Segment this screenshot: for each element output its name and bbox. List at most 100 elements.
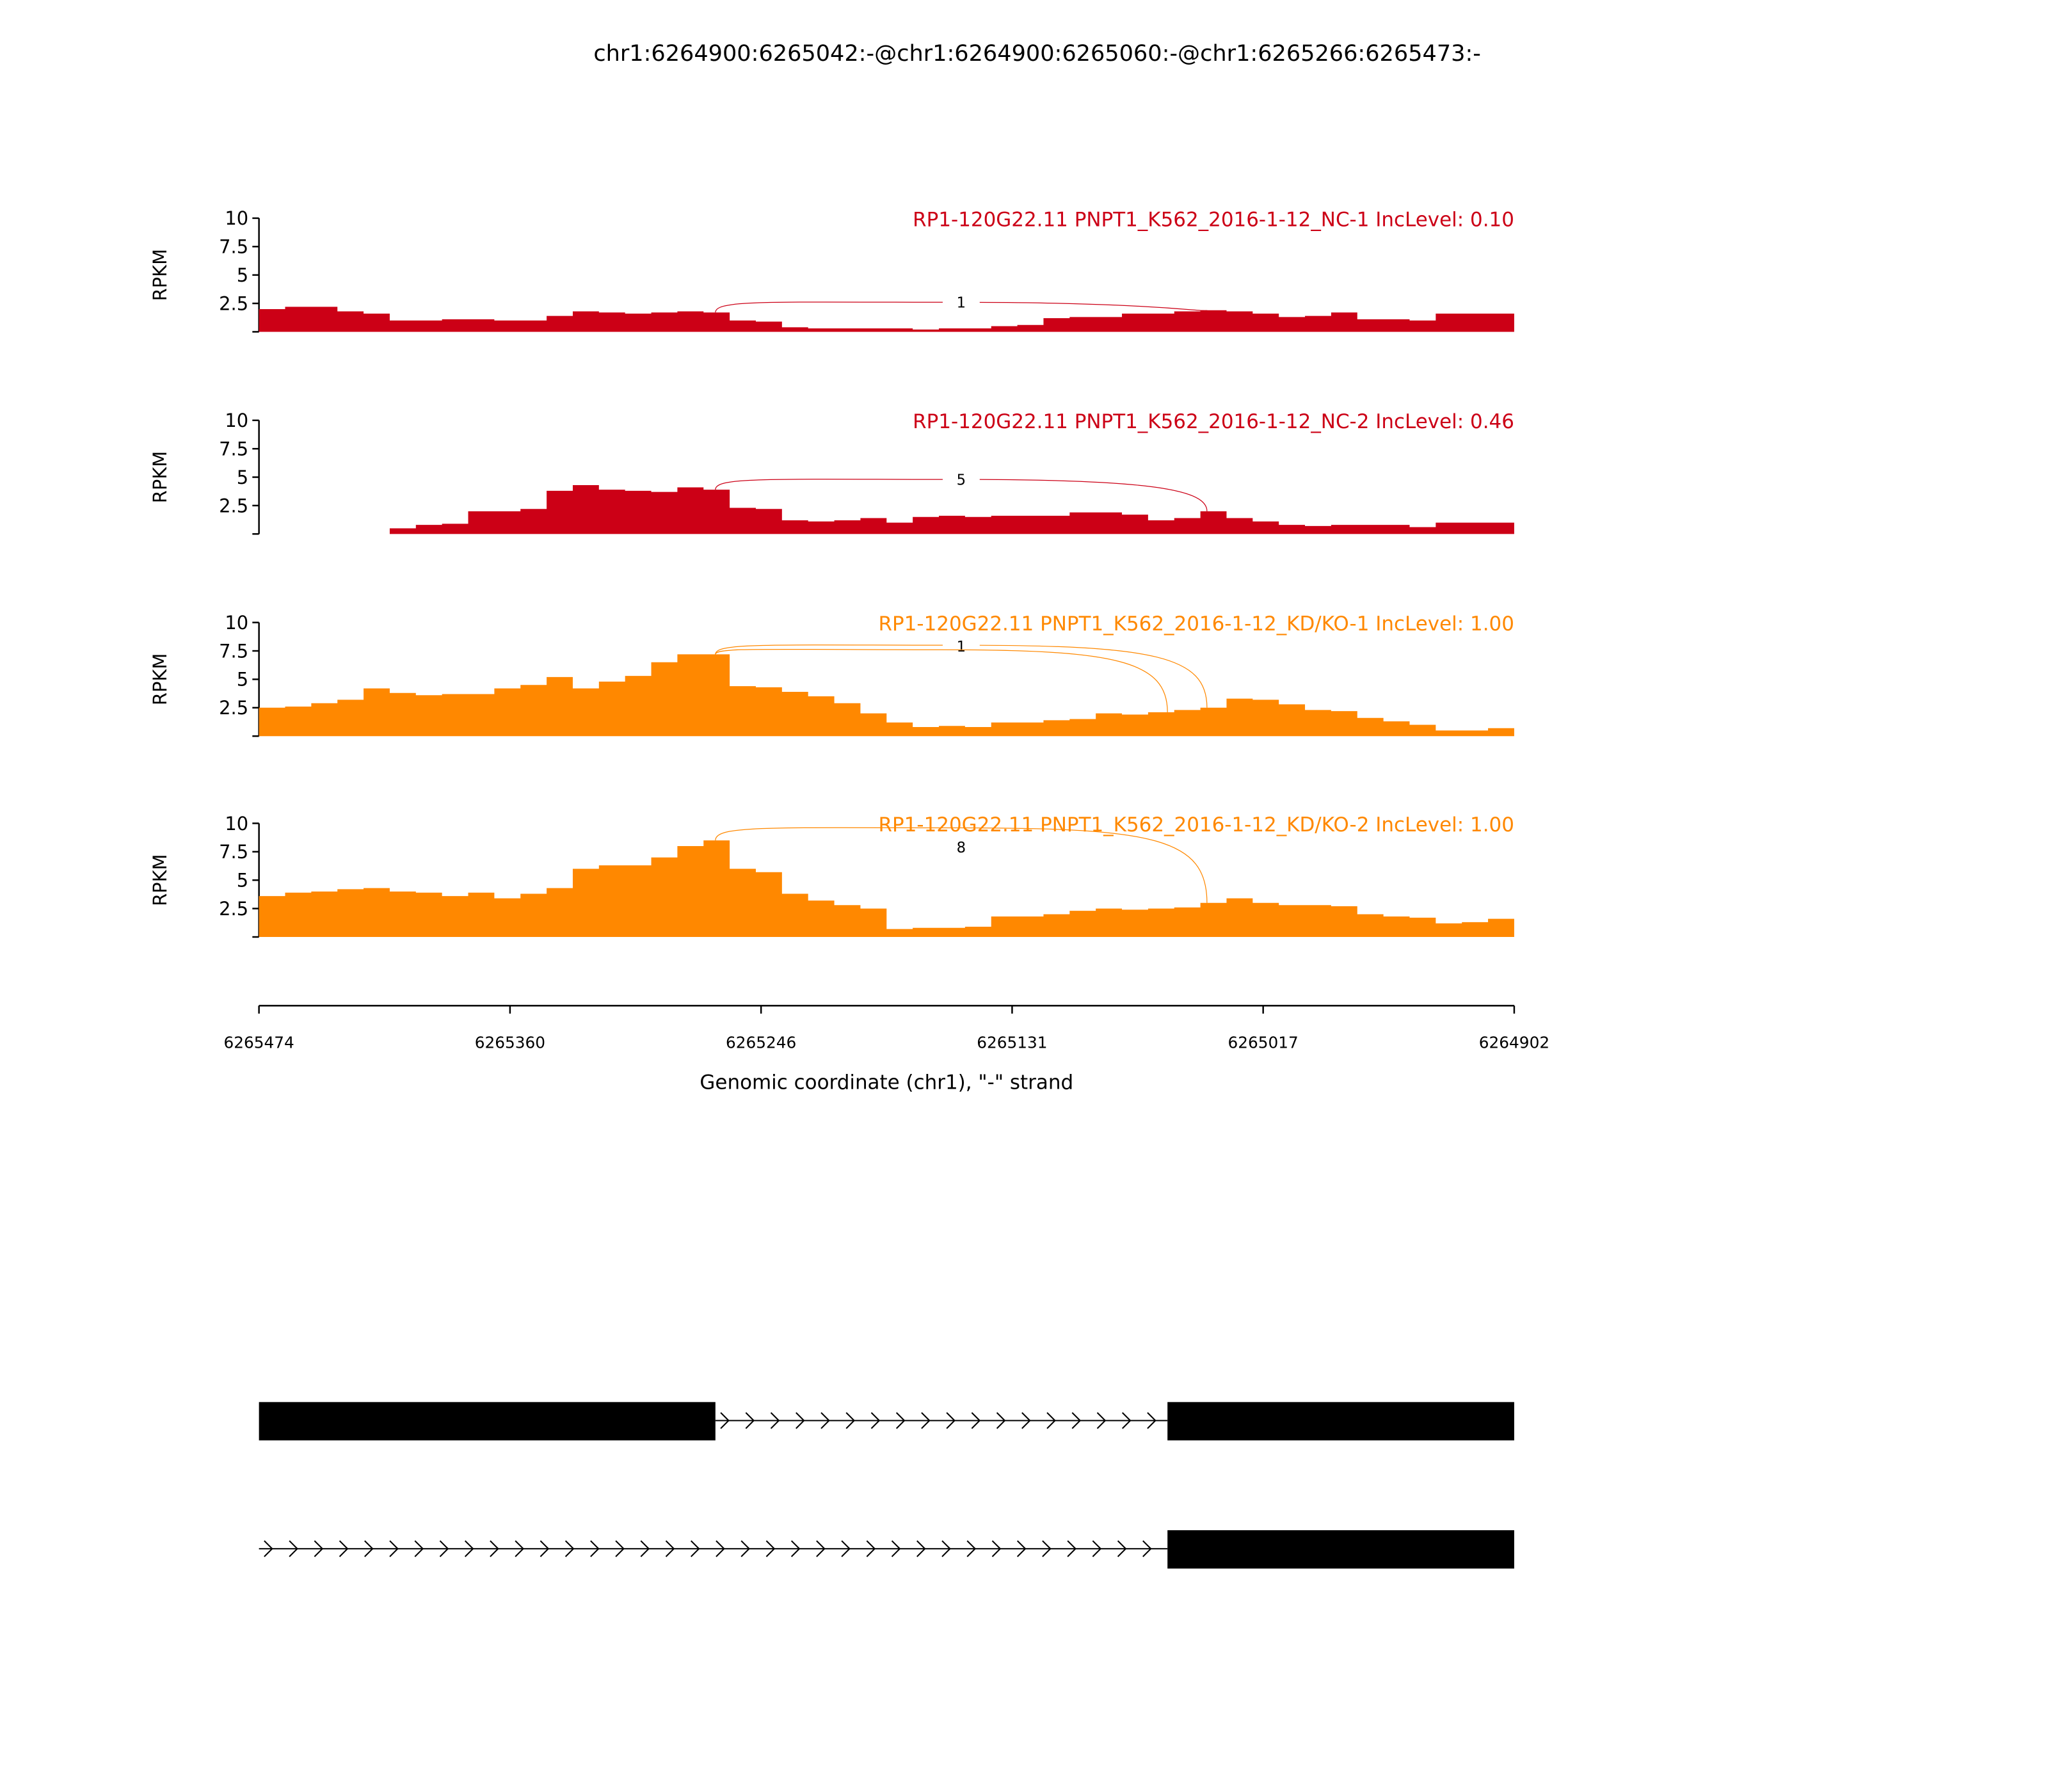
strand-arrow-icon xyxy=(1096,1412,1107,1429)
sample-title: RP1-120G22.11 PNPT1_K562_2016-1-12_KD/KO… xyxy=(879,813,1514,836)
coverage-panel: 10 7.5 5 2.5 RPKM 5 RP1-120G22.11 PNPT1_K562_2… xyxy=(149,410,1514,535)
strand-arrow-icon xyxy=(1121,1412,1132,1429)
exon-block xyxy=(259,1402,716,1441)
y-axis-label: RPKM xyxy=(149,451,171,503)
junction-arc xyxy=(715,648,1168,712)
strand-arrow-icon xyxy=(820,1412,830,1429)
x-tick-label: 6265131 xyxy=(977,1033,1047,1052)
y-axis-label: RPKM xyxy=(149,249,171,301)
y-tick-label: 10 xyxy=(225,207,248,229)
strand-arrow-icon xyxy=(966,1540,977,1557)
junction-label-bg xyxy=(942,470,980,489)
strand-arrow-icon xyxy=(740,1540,751,1557)
strand-arrow-icon xyxy=(1067,1540,1076,1557)
strand-arrow-icon xyxy=(540,1540,550,1557)
strand-arrow-icon xyxy=(490,1540,499,1557)
strand-arrow-icon xyxy=(464,1540,474,1557)
strand-arrow-icon xyxy=(716,1540,725,1557)
strand-arrow-icon xyxy=(870,1412,881,1429)
strand-arrow-icon xyxy=(564,1540,575,1557)
coverage-panel: 10 7.5 5 2.5 RPKM 1 RP1-120G22.11 PNPT1_K562_2… xyxy=(149,612,1514,737)
strand-arrow-icon xyxy=(414,1540,424,1557)
coverage-panel: 10 7.5 5 2.5 RPKM 1 RP1-120G22.11 PNPT1_K562_2… xyxy=(149,207,1514,333)
strand-arrow-icon xyxy=(916,1540,926,1557)
strand-arrow-icon xyxy=(841,1540,851,1557)
y-tick-label: 5 xyxy=(237,264,248,286)
strand-arrow-icon xyxy=(1142,1540,1152,1557)
y-tick-label: 5 xyxy=(237,870,248,892)
y-tick-label: 7.5 xyxy=(219,236,248,258)
strand-arrow-icon xyxy=(439,1540,449,1557)
strand-arrow-icon xyxy=(1147,1412,1156,1429)
strand-arrow-icon xyxy=(895,1412,906,1429)
y-tick-label: 5 xyxy=(237,669,248,691)
sample-title: RP1-120G22.11 PNPT1_K562_2016-1-12_NC-1 … xyxy=(913,208,1514,231)
strand-arrow-icon xyxy=(590,1540,600,1557)
strand-arrow-icon xyxy=(615,1540,625,1557)
strand-arrow-icon xyxy=(515,1540,525,1557)
sample-title: RP1-120G22.11 PNPT1_K562_2016-1-12_NC-2 … xyxy=(913,410,1514,433)
x-axis: 6265474 6265360 6265246 6265131 6265017 62649… xyxy=(223,1005,1549,1052)
y-axis-label: RPKM xyxy=(149,653,171,705)
strand-arrow-icon xyxy=(1046,1412,1056,1429)
junction-count-label: 8 xyxy=(957,840,966,856)
strand-arrow-icon xyxy=(1071,1412,1082,1429)
strand-arrow-icon xyxy=(264,1540,273,1557)
x-tick-label: 6265017 xyxy=(1228,1033,1299,1052)
strand-arrow-icon xyxy=(946,1412,956,1429)
junction-label-bg xyxy=(942,637,980,656)
strand-arrow-icon xyxy=(866,1540,876,1557)
strand-arrow-icon xyxy=(845,1412,856,1429)
strand-arrow-icon xyxy=(289,1540,298,1557)
strand-arrow-icon xyxy=(996,1412,1006,1429)
y-tick-label: 7.5 xyxy=(219,841,248,863)
plot-title: chr1:6264900:6265042:-@chr1:6264900:6265… xyxy=(593,40,1481,67)
strand-arrow-icon xyxy=(971,1412,981,1429)
coverage-area xyxy=(259,484,1514,534)
strand-arrow-icon xyxy=(1042,1540,1052,1557)
junction-label-bg xyxy=(942,838,980,857)
junction-count-label: 1 xyxy=(957,639,966,655)
junction-arc xyxy=(715,827,1208,903)
x-tick-label: 6264902 xyxy=(1479,1033,1549,1052)
x-axis-label: Genomic coordinate (chr1), "-" strand xyxy=(700,1071,1073,1094)
exon-block xyxy=(1167,1530,1514,1569)
exon-block xyxy=(1167,1402,1514,1441)
y-tick-label: 5 xyxy=(237,467,248,488)
junction-count-label: 5 xyxy=(957,472,966,488)
strand-arrow-icon xyxy=(1092,1540,1102,1557)
coverage-panel: 10 7.5 5 2.5 RPKM 8 RP1-120G22.11 PNPT1_K562_2… xyxy=(149,813,1514,938)
strand-arrow-icon xyxy=(1016,1540,1027,1557)
x-tick-label: 6265246 xyxy=(726,1033,796,1052)
y-tick-label: 2.5 xyxy=(219,495,248,516)
x-tick-label: 6265360 xyxy=(475,1033,545,1052)
strand-arrow-icon xyxy=(816,1540,826,1557)
strand-arrow-icon xyxy=(691,1540,700,1557)
strand-arrow-icon xyxy=(796,1412,805,1429)
sample-title: RP1-120G22.11 PNPT1_K562_2016-1-12_KD/KO… xyxy=(879,612,1514,636)
y-tick-label: 7.5 xyxy=(219,640,248,662)
y-tick-label: 2.5 xyxy=(219,898,248,920)
y-tick-label: 7.5 xyxy=(219,438,248,460)
strand-arrow-icon xyxy=(790,1540,801,1557)
coverage-area xyxy=(259,654,1514,737)
y-tick-label: 10 xyxy=(225,410,248,431)
junction-count-label: 1 xyxy=(957,295,966,312)
strand-arrow-icon xyxy=(665,1540,675,1557)
y-tick-label: 10 xyxy=(225,813,248,835)
strand-arrow-icon xyxy=(745,1412,755,1429)
strand-arrow-icon xyxy=(1117,1540,1127,1557)
strand-arrow-icon xyxy=(921,1412,931,1429)
strand-arrow-icon xyxy=(770,1412,780,1429)
strand-arrow-icon xyxy=(364,1540,374,1557)
gene-model xyxy=(259,1402,1514,1569)
strand-arrow-icon xyxy=(941,1540,951,1557)
strand-arrow-icon xyxy=(1021,1412,1031,1429)
y-axis-label: RPKM xyxy=(149,854,171,906)
strand-arrow-icon xyxy=(991,1540,1002,1557)
coverage-area xyxy=(259,307,1514,332)
strand-arrow-icon xyxy=(339,1540,349,1557)
strand-arrow-icon xyxy=(765,1540,776,1557)
y-tick-label: 10 xyxy=(225,612,248,634)
